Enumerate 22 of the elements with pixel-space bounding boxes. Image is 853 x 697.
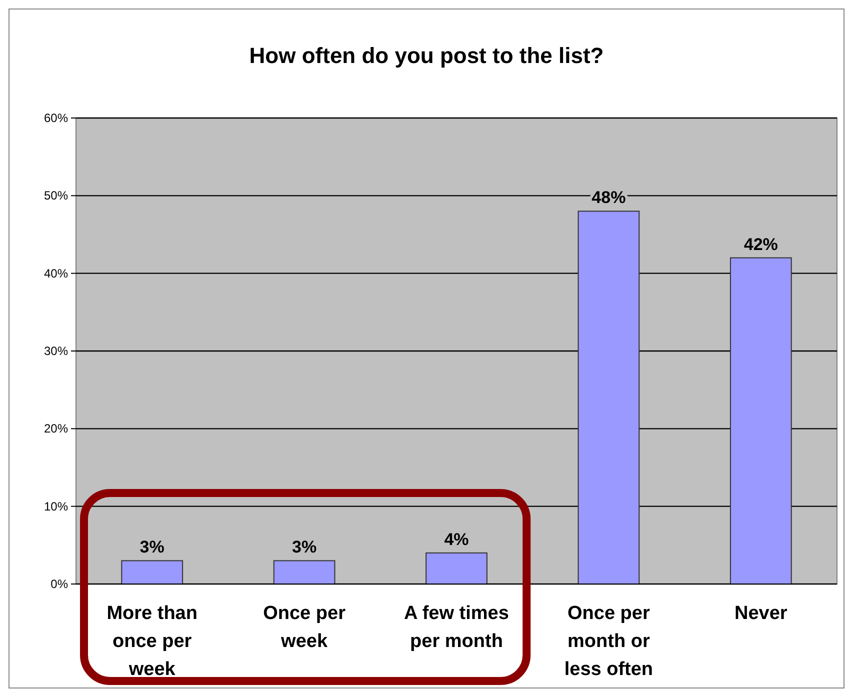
y-tick-label: 20% (44, 422, 68, 436)
y-tick-label: 40% (44, 266, 68, 280)
x-tick-label: More than once per week (106, 603, 198, 680)
y-tick-label: 60% (44, 111, 68, 125)
y-tick-label: 30% (44, 344, 68, 358)
data-label: 4% (444, 530, 469, 549)
x-tick-label: Never (734, 603, 788, 624)
bar (426, 552, 488, 584)
x-tick-label: A few times per month (404, 603, 509, 652)
y-tick-label: 0% (50, 577, 68, 591)
bar (730, 257, 792, 584)
data-label: 3% (140, 538, 164, 557)
chart-title: How often do you post to the list? (249, 43, 604, 68)
bar (578, 210, 640, 584)
data-label: 42% (744, 234, 778, 254)
data-label: 3% (292, 538, 317, 557)
bar (273, 560, 336, 584)
y-tick-label: 10% (44, 499, 68, 514)
bar (121, 560, 184, 584)
y-tick-label: 50% (44, 188, 68, 203)
x-tick-label: Once per week (263, 603, 346, 652)
x-tick-label: Once per month or less often (564, 603, 654, 680)
